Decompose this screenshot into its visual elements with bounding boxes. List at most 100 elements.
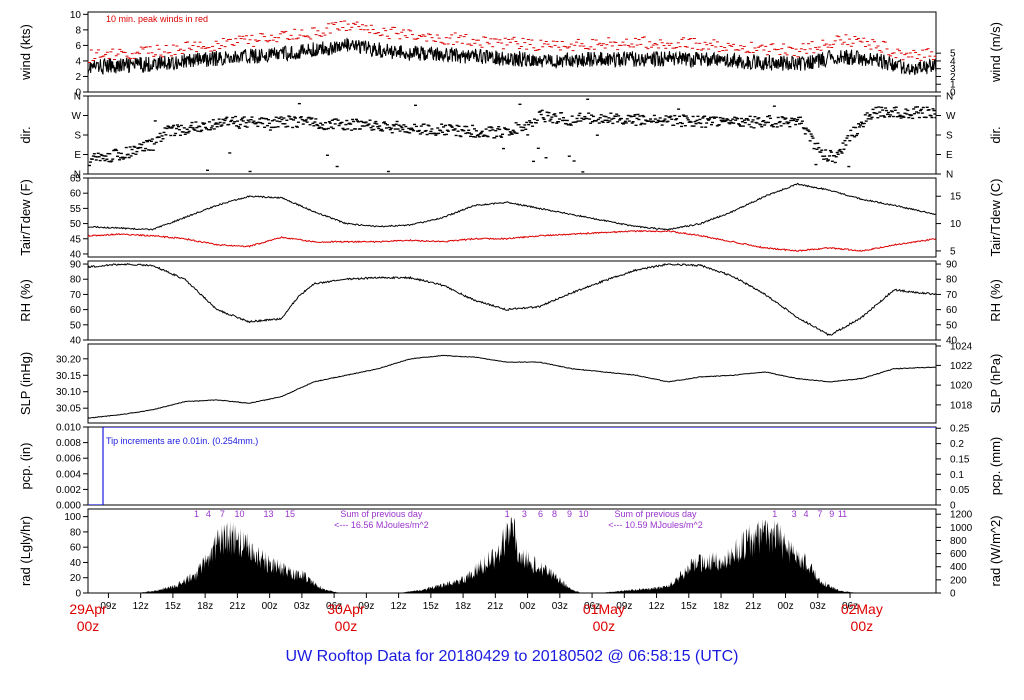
direction-point [742, 119, 746, 121]
direction-point [175, 127, 179, 130]
direction-point [883, 116, 887, 118]
direction-point [278, 120, 282, 123]
direction-point [743, 121, 747, 124]
ytick-label-right-rad: 1200 [950, 510, 973, 521]
direction-point [396, 128, 400, 130]
direction-point [293, 116, 297, 118]
direction-point [833, 161, 837, 164]
panel-frame-wind [87, 11, 937, 93]
ytick-label-right-rh: 70 [946, 290, 958, 301]
direction-point [198, 125, 202, 128]
hour-marker: 11 [838, 509, 847, 519]
daily-sum-label: Sum of previous day [614, 509, 697, 519]
direction-point [303, 120, 307, 122]
ytick-label-temp: 55 [70, 204, 82, 215]
direction-point [214, 122, 218, 124]
direction-point [472, 128, 476, 130]
ytick-label-wind: 0 [75, 88, 81, 99]
direction-point [285, 119, 289, 121]
direction-point [279, 116, 283, 118]
direction-point [828, 149, 832, 152]
direction-point [661, 120, 665, 123]
direction-point [296, 121, 300, 123]
direction-point [561, 119, 565, 122]
direction-point [190, 121, 194, 124]
direction-point [810, 135, 814, 137]
direction-point [117, 159, 121, 161]
direction-point [921, 106, 925, 109]
direction-point [147, 149, 151, 151]
direction-point [299, 116, 303, 118]
direction-point [103, 159, 107, 162]
direction-point [324, 121, 328, 124]
direction-point [109, 161, 113, 163]
direction-point [495, 135, 499, 137]
direction-point [524, 128, 528, 130]
direction-point [666, 120, 670, 122]
direction-point [604, 115, 608, 118]
direction-point [93, 155, 97, 158]
direction-point [140, 143, 144, 146]
ytick-label-right-dir: N [946, 92, 953, 103]
direction-point [220, 124, 224, 126]
direction-point [269, 126, 273, 129]
direction-point [589, 122, 593, 124]
direction-point [157, 136, 161, 138]
ytick-label-right-wind: 1 [950, 80, 956, 91]
direction-point [595, 134, 599, 136]
direction-point [722, 119, 726, 121]
direction-point [679, 125, 683, 128]
direction-point [583, 115, 587, 118]
xtick-label: 09z [616, 601, 632, 612]
direction-point [689, 121, 693, 123]
direction-point [382, 122, 386, 124]
direction-point [483, 134, 487, 137]
direction-point [332, 118, 336, 121]
direction-point [143, 150, 147, 152]
direction-point [206, 128, 210, 131]
xtick-label: 15z [165, 601, 181, 612]
direction-point [115, 149, 119, 152]
direction-point [507, 134, 511, 136]
direction-point [751, 119, 755, 121]
direction-point [392, 125, 396, 127]
direction-point [210, 125, 214, 127]
direction-point [121, 158, 125, 160]
hour-marker: 1 [772, 509, 777, 519]
direction-point [918, 109, 922, 112]
direction-point [291, 126, 295, 129]
direction-point [470, 133, 474, 135]
direction-point [876, 116, 880, 119]
direction-point [479, 132, 483, 134]
direction-point [509, 132, 513, 134]
direction-point [796, 118, 800, 121]
hour-marker: 8 [552, 509, 557, 519]
direction-point [513, 132, 517, 134]
direction-point [684, 115, 688, 117]
direction-point [228, 152, 232, 154]
direction-point [603, 119, 607, 122]
direction-point [262, 117, 266, 120]
direction-point [868, 114, 872, 116]
direction-point [919, 108, 923, 111]
direction-point [336, 119, 340, 121]
direction-point [802, 128, 806, 130]
direction-point [418, 133, 422, 135]
ylabel-slp: SLP (inHg) [18, 352, 33, 415]
direction-point [548, 120, 552, 122]
direction-point [235, 120, 239, 122]
direction-point [484, 128, 488, 130]
direction-point [250, 116, 254, 118]
direction-point [502, 127, 506, 129]
direction-point [639, 123, 643, 126]
direction-point [880, 106, 884, 109]
direction-point [158, 132, 162, 135]
direction-point [126, 153, 130, 156]
direction-point [537, 111, 541, 113]
ytick-label-right-rh: 80 [946, 275, 958, 286]
direction-point [243, 125, 247, 127]
xtick-label: 06z [842, 601, 858, 612]
direction-point [673, 114, 677, 117]
direction-point [540, 109, 544, 112]
